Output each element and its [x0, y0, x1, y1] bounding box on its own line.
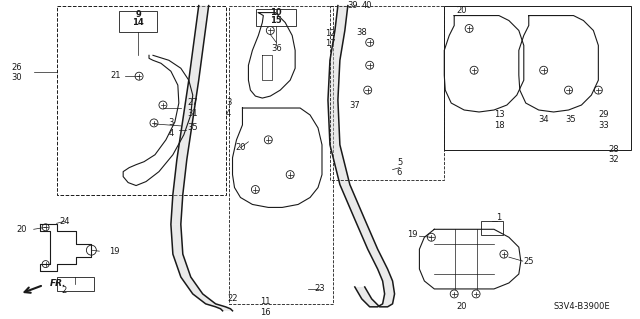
Polygon shape — [355, 287, 372, 299]
Polygon shape — [355, 219, 378, 249]
Text: 35: 35 — [188, 123, 198, 132]
Text: 37: 37 — [349, 100, 360, 109]
Text: 21: 21 — [110, 71, 120, 80]
Bar — [56, 6, 225, 195]
Text: 5
6: 5 6 — [397, 158, 402, 177]
Polygon shape — [171, 224, 183, 254]
Polygon shape — [216, 307, 230, 309]
Text: 28
32: 28 32 — [608, 145, 619, 164]
Polygon shape — [335, 6, 348, 31]
Text: 39: 39 — [347, 1, 358, 10]
Text: 1: 1 — [496, 213, 502, 222]
Polygon shape — [378, 269, 392, 281]
Polygon shape — [383, 294, 394, 304]
Text: 38: 38 — [356, 28, 367, 37]
Polygon shape — [173, 254, 191, 277]
Polygon shape — [328, 60, 340, 100]
Polygon shape — [181, 277, 203, 294]
Text: 20: 20 — [17, 225, 27, 234]
Text: 23: 23 — [315, 285, 325, 293]
Text: 14: 14 — [132, 18, 144, 27]
Bar — [228, 6, 333, 304]
Text: 11
16: 11 16 — [260, 297, 271, 316]
Polygon shape — [378, 304, 392, 307]
Polygon shape — [171, 195, 183, 224]
Polygon shape — [330, 31, 345, 60]
Polygon shape — [196, 6, 209, 20]
Polygon shape — [193, 294, 216, 304]
Bar — [481, 221, 503, 235]
Polygon shape — [177, 120, 193, 160]
Bar — [257, 9, 296, 26]
Text: S3V4-B3900E: S3V4-B3900E — [554, 302, 611, 311]
Bar — [444, 6, 631, 150]
Text: 36: 36 — [271, 44, 282, 53]
Polygon shape — [330, 145, 350, 185]
Text: 13
18: 13 18 — [493, 110, 504, 130]
Text: 20: 20 — [456, 6, 467, 15]
Bar — [56, 277, 94, 291]
Bar — [330, 6, 444, 180]
Text: 34: 34 — [538, 115, 549, 124]
Text: 35: 35 — [565, 115, 576, 124]
Text: 20: 20 — [236, 143, 246, 152]
Text: 10: 10 — [271, 8, 282, 17]
Text: 27
31: 27 31 — [188, 98, 198, 118]
Text: 19: 19 — [407, 230, 417, 239]
Text: 2: 2 — [61, 286, 66, 295]
Text: 15: 15 — [270, 16, 282, 25]
Polygon shape — [383, 281, 394, 294]
Polygon shape — [173, 160, 187, 195]
Polygon shape — [328, 100, 340, 145]
Text: 9: 9 — [135, 10, 141, 19]
Polygon shape — [362, 299, 380, 307]
Text: 20: 20 — [456, 302, 467, 311]
Text: 29
33: 29 33 — [598, 110, 609, 130]
Text: 25: 25 — [524, 256, 534, 266]
Polygon shape — [221, 309, 232, 311]
Bar — [119, 11, 157, 33]
Text: 3
4: 3 4 — [226, 98, 231, 118]
Polygon shape — [340, 185, 365, 219]
Text: 3
4: 3 4 — [168, 118, 173, 137]
Text: 12
17: 12 17 — [324, 29, 335, 48]
Polygon shape — [193, 20, 207, 50]
Text: 22: 22 — [227, 294, 238, 303]
Text: 24: 24 — [60, 217, 70, 226]
Text: FR.: FR. — [50, 279, 66, 288]
Polygon shape — [205, 304, 225, 307]
Polygon shape — [183, 80, 198, 120]
Polygon shape — [368, 249, 388, 269]
Text: 26
30: 26 30 — [12, 63, 22, 82]
Polygon shape — [189, 50, 203, 80]
Text: 40: 40 — [362, 1, 372, 10]
Text: 19: 19 — [109, 247, 120, 256]
